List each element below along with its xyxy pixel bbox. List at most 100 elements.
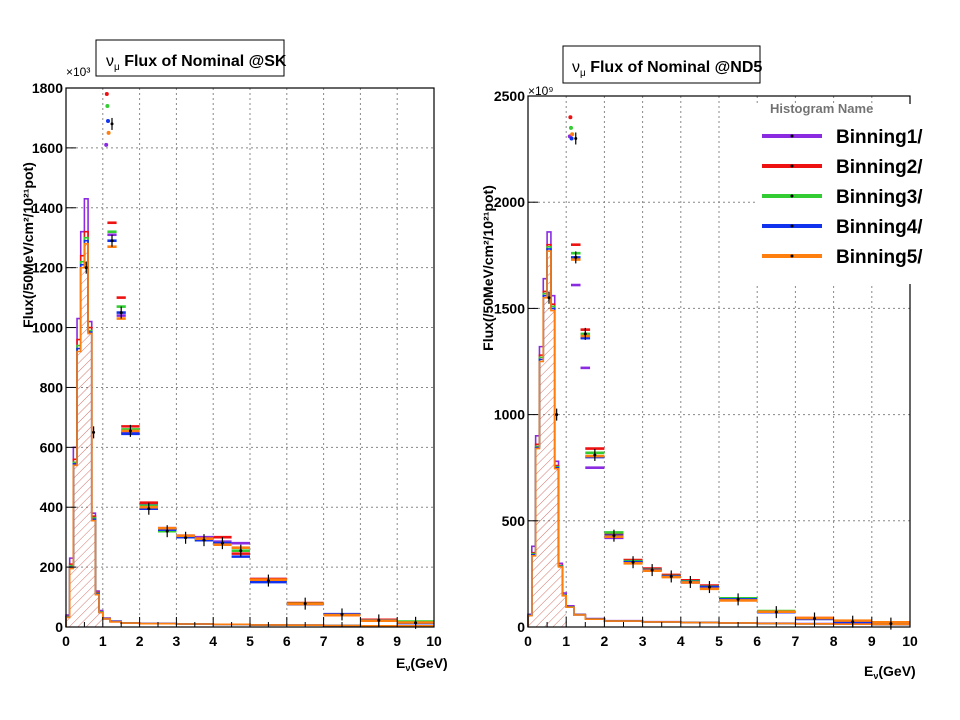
x-tick-label: 5 — [715, 633, 723, 649]
chart-panel-sk: ×10³ 0 1 2 3 4 5 6 7 8 9 10 0 200 400 600 800 1000 1200 14… — [20, 39, 448, 673]
y-tick-label: 200 — [40, 559, 64, 575]
legend-swatch-point — [790, 134, 794, 138]
x-axis-label: Eν(GeV) — [396, 655, 448, 673]
black-point — [669, 574, 673, 578]
black-point — [574, 255, 578, 259]
black-point — [851, 620, 855, 624]
y-tick-label: 0 — [55, 619, 63, 635]
x-axis-label: Eν(GeV) — [864, 663, 916, 681]
series-point — [568, 115, 573, 120]
black-point — [593, 453, 597, 457]
x-tick-label: 10 — [902, 633, 918, 649]
x-tick-label: 4 — [209, 633, 217, 649]
legend-swatch-point — [790, 254, 794, 258]
black-point — [239, 549, 243, 553]
black-point — [774, 610, 778, 614]
black-point — [612, 534, 616, 538]
hatched-fill — [528, 251, 567, 627]
black-point — [688, 580, 692, 584]
y-tick-label: 800 — [40, 379, 64, 395]
legend-swatch-point — [790, 224, 794, 228]
series-point — [105, 103, 110, 108]
y-tick-label: 1000 — [32, 320, 63, 336]
y-tick-label: 0 — [517, 619, 525, 635]
x-tick-label: 2 — [136, 633, 144, 649]
series-point — [106, 130, 111, 135]
y-axis-label: Flux(/50MeV/cm²/10²¹pot) — [20, 162, 36, 328]
x-tick-label: 3 — [173, 633, 181, 649]
black-point — [119, 311, 123, 315]
legend-label: Binning2/ — [836, 157, 923, 178]
black-point — [547, 296, 551, 300]
x-tick-label: 10 — [426, 633, 442, 649]
chart-panel-nd5: ×10⁹ 0 1 2 3 4 5 6 7 8 9 10 0 500 1000 1500 2000 2500 νμ… — [480, 45, 960, 681]
x-tick-label: 6 — [283, 633, 291, 649]
y-multiplier: ×10⁹ — [528, 84, 554, 98]
x-tick-label: 8 — [830, 633, 838, 649]
series-point — [104, 91, 109, 96]
legend-label: Binning3/ — [836, 187, 923, 208]
x-tick-label: 1 — [99, 633, 107, 649]
black-point — [147, 507, 151, 511]
legend: Histogram Name Binning1/Binning2/Binning… — [756, 101, 960, 284]
series-point — [104, 142, 109, 147]
legend-label: Binning1/ — [836, 127, 923, 148]
black-point — [736, 597, 740, 601]
legend-swatch-point — [790, 164, 794, 168]
x-tick-label: 9 — [868, 633, 876, 649]
black-point — [84, 266, 88, 270]
chart-title: νμ Flux of Nominal @SK — [106, 53, 287, 73]
y-tick-label: 500 — [502, 513, 526, 529]
black-point — [128, 429, 132, 433]
chart-title: νμ Flux of Nominal @ND5 — [572, 59, 762, 79]
y-tick-label: 1600 — [32, 140, 63, 156]
black-point — [555, 413, 559, 417]
plot-area: 0 1 2 3 4 5 6 7 8 9 10 0 200 400 600 800 1000 1200 1400 160… — [32, 80, 442, 649]
x-tick-label: 9 — [393, 633, 401, 649]
x-tick-label: 7 — [320, 633, 328, 649]
black-point — [110, 239, 114, 243]
hatched-fill — [66, 243, 103, 627]
black-point — [377, 618, 381, 622]
x-tick-label: 0 — [524, 633, 532, 649]
black-point — [340, 612, 344, 616]
y-tick-label: 1200 — [32, 260, 63, 276]
black-point — [631, 560, 635, 564]
x-tick-label: 4 — [677, 633, 685, 649]
plot-background — [66, 88, 434, 627]
x-tick-label: 3 — [639, 633, 647, 649]
y-tick-label: 600 — [40, 439, 64, 455]
x-tick-label: 7 — [792, 633, 800, 649]
legend-header: Histogram Name — [770, 101, 873, 116]
black-point — [202, 538, 206, 542]
x-tick-label: 2 — [601, 633, 609, 649]
y-tick-label: 400 — [40, 499, 64, 515]
black-point — [303, 602, 307, 606]
series-point — [568, 125, 573, 130]
y-tick-label: 1500 — [494, 300, 525, 316]
series-point — [570, 132, 575, 137]
title-box: νμ Flux of Nominal @SK — [95, 39, 287, 77]
series-point — [569, 136, 574, 141]
black-point — [813, 617, 816, 621]
series-point — [106, 118, 110, 123]
black-point — [266, 579, 270, 583]
black-point — [650, 568, 654, 572]
y-tick-label: 1800 — [32, 80, 63, 96]
black-point — [165, 529, 169, 533]
black-point — [583, 332, 587, 336]
title-box: νμ Flux of Nominal @ND5 — [562, 45, 762, 84]
legend-label: Binning5/ — [836, 247, 923, 268]
y-multiplier: ×10³ — [66, 65, 90, 79]
black-point — [92, 430, 96, 434]
x-tick-label: 8 — [357, 633, 365, 649]
x-tick-label: 5 — [246, 633, 254, 649]
black-point — [220, 541, 224, 545]
y-tick-label: 1400 — [32, 200, 63, 216]
black-point — [184, 536, 188, 540]
x-tick-label: 6 — [753, 633, 761, 649]
black-point — [110, 122, 114, 126]
y-axis-label: Flux(/50MeV/cm²/10²¹pot) — [480, 185, 496, 351]
black-point — [574, 136, 578, 140]
legend-swatch-point — [790, 194, 794, 198]
